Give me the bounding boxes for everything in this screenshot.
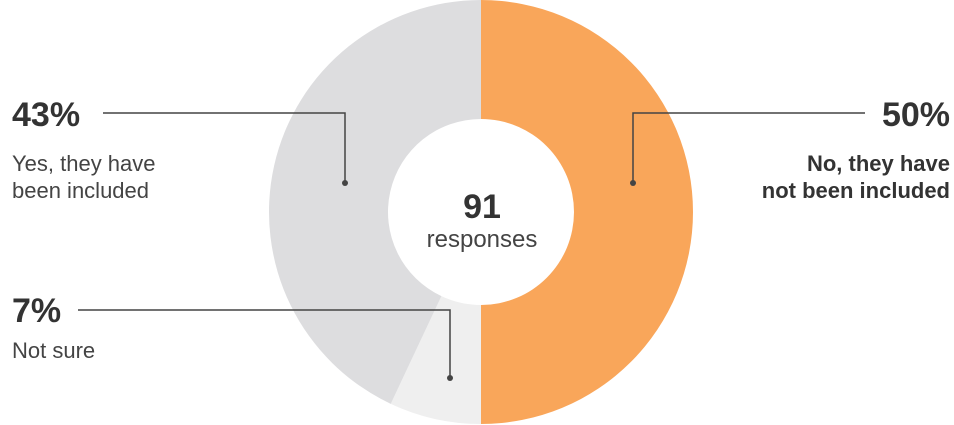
slice: [268, 0, 481, 404]
value-label: 43%: [12, 96, 81, 134]
center-value: 91: [463, 188, 501, 226]
center-label: responses: [426, 226, 538, 253]
leader-line: [103, 112, 346, 183]
category-label: Yes, they have been included: [12, 151, 156, 203]
slice: [390, 296, 481, 424]
leader-line: [78, 309, 451, 378]
leader-line: [632, 112, 865, 183]
category-label: No, they have not been included: [761, 151, 950, 203]
leader-dot: [447, 375, 453, 381]
value-label: 50%: [881, 96, 950, 134]
slice: [481, 0, 693, 424]
leader-dot: [630, 180, 636, 186]
category-label: Not sure: [12, 338, 96, 363]
value-label: 7%: [12, 292, 62, 330]
leader-dot: [342, 180, 348, 186]
